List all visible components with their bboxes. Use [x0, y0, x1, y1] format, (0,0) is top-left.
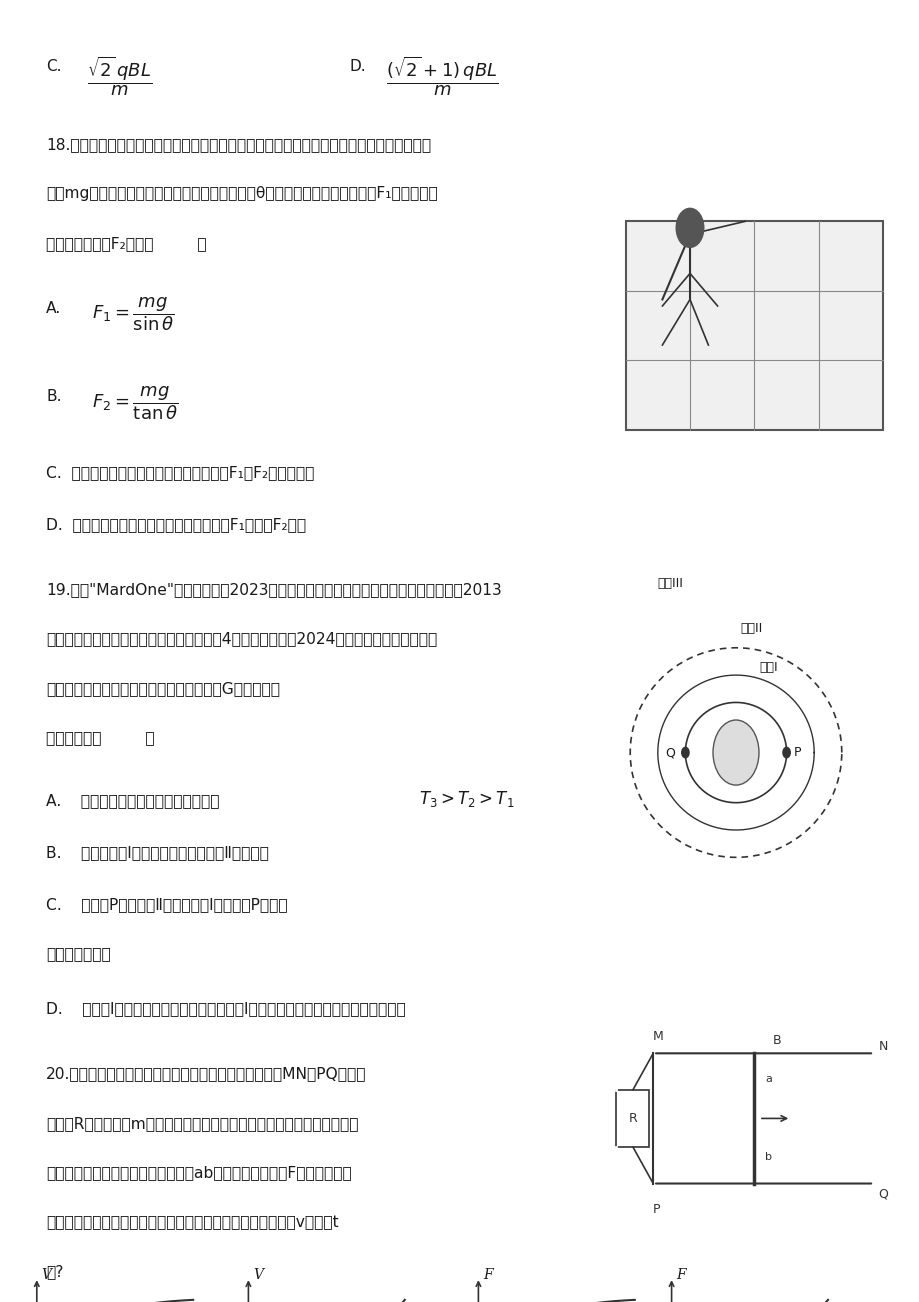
- Text: 及?: 及?: [46, 1264, 63, 1280]
- Text: N: N: [878, 1040, 887, 1053]
- Text: D.: D.: [349, 59, 366, 74]
- Text: 该空间有竖直向上的匀强磁场。现给ab施加一恒定的外力F，它从静止开: 该空间有竖直向上的匀强磁场。现给ab施加一恒定的外力F，它从静止开: [46, 1165, 351, 1181]
- Text: C.  若工人缓慢下降，增加悬绳的长度，但F₁和F₂的合力不变: C. 若工人缓慢下降，增加悬绳的长度，但F₁和F₂的合力不变: [46, 465, 314, 480]
- Text: Q: Q: [664, 746, 675, 759]
- Text: P: P: [652, 1203, 660, 1216]
- Text: 人的弹力大小为F₂，则（         ）: 人的弹力大小为F₂，则（ ）: [46, 236, 207, 251]
- Text: $F_2 = \dfrac{mg}{\tan\theta}$: $F_2 = \dfrac{mg}{\tan\theta}$: [92, 384, 178, 422]
- Text: B: B: [772, 1034, 780, 1047]
- Circle shape: [675, 208, 703, 247]
- Text: b: b: [765, 1152, 772, 1163]
- Circle shape: [782, 747, 789, 758]
- Text: P: P: [793, 746, 800, 759]
- Bar: [625, 221, 882, 430]
- Text: 度相反方向喷气: 度相反方向喷气: [46, 947, 110, 962]
- Text: R: R: [628, 1112, 637, 1125]
- Text: B.: B.: [46, 389, 62, 405]
- Text: 量为mg，且视为质点。绳索与竖直墙壁的夹角为θ，悬绳对工人的拉力大小为F₁，墙壁对工: 量为mg，且视为质点。绳索与竖直墙壁的夹角为θ，悬绳对工人的拉力大小为F₁，墙壁…: [46, 186, 437, 202]
- Text: a: a: [765, 1074, 771, 1085]
- Text: $\dfrac{(\sqrt{2}+1)\,qBL}{m}$: $\dfrac{(\sqrt{2}+1)\,qBL}{m}$: [386, 55, 499, 99]
- Text: V: V: [41, 1268, 51, 1282]
- Text: $T_3 > T_2 > T_1$: $T_3 > T_2 > T_1$: [418, 789, 514, 809]
- Text: B.    飞船在轨道Ⅰ上的机械能大于在轨道Ⅱ的机械能: B. 飞船在轨道Ⅰ上的机械能大于在轨道Ⅱ的机械能: [46, 845, 268, 861]
- Circle shape: [681, 747, 688, 758]
- Text: A.    飞船在轨道上运动时，运行的周期: A. 飞船在轨道上运动时，运行的周期: [46, 793, 220, 809]
- Text: 轨道III: 轨道III: [657, 577, 683, 590]
- Text: 法正确的是（         ）: 法正确的是（ ）: [46, 730, 154, 746]
- Text: 轨道II: 轨道II: [740, 622, 762, 635]
- Text: M: M: [652, 1030, 664, 1043]
- Text: 始沿导轨向右运动不计摩擦及导轨电阻，下列关于导体的速度v随时间t: 始沿导轨向右运动不计摩擦及导轨电阻，下列关于导体的速度v随时间t: [46, 1215, 338, 1230]
- Text: 19.荷兰"MardOne"研究所推出了2023年让志愿者登陆火星、建立人类聚居地的计划，2013: 19.荷兰"MardOne"研究所推出了2023年让志愿者登陆火星、建立人类聚居…: [46, 582, 501, 598]
- Text: 轨道I: 轨道I: [758, 661, 777, 674]
- Text: A.: A.: [46, 301, 62, 316]
- Text: 年该机构将通过电视真人秀的方式招募首批4名志愿者，并于2024年前往火星，登陆火星需: 年该机构将通过电视真人秀的方式招募首批4名志愿者，并于2024年前往火星，登陆火…: [46, 631, 437, 647]
- Text: C.: C.: [46, 59, 62, 74]
- Text: F: F: [675, 1268, 685, 1282]
- Text: 18.如图所示，清洗楼房光滑玻璃的工人常用一根绳索将自己悬在空中，工人及其装备的总重: 18.如图所示，清洗楼房光滑玻璃的工人常用一根绳索将自己悬在空中，工人及其装备的…: [46, 137, 431, 152]
- Text: D.    若轨道Ⅰ贴近火星表面，已知飞船在轨道Ⅰ上运动的角速度，可以推知火星的密度: D. 若轨道Ⅰ贴近火星表面，已知飞船在轨道Ⅰ上运动的角速度，可以推知火星的密度: [46, 1001, 405, 1017]
- Bar: [616, 1090, 648, 1147]
- Circle shape: [712, 720, 758, 785]
- Text: V: V: [253, 1268, 263, 1282]
- Text: D.  若工人缓慢下降，增加悬绳的长度，则F₁减小，F₂增大: D. 若工人缓慢下降，增加悬绳的长度，则F₁减小，F₂增大: [46, 517, 306, 533]
- Text: F: F: [482, 1268, 492, 1282]
- Text: Q: Q: [878, 1187, 888, 1200]
- Text: $\dfrac{\sqrt{2}\,qBL}{m}$: $\dfrac{\sqrt{2}\,qBL}{m}$: [87, 55, 153, 99]
- Text: C.    飞船在P点从轨道Ⅱ变轨到轨道Ⅰ，需要在P点朝速: C. 飞船在P点从轨道Ⅱ变轨到轨道Ⅰ，需要在P点朝速: [46, 897, 288, 913]
- Text: 20.如图所示，固定于光滑水平面上的两根平行金属导轨MN、PQ左端接: 20.如图所示，固定于光滑水平面上的两根平行金属导轨MN、PQ左端接: [46, 1066, 366, 1082]
- Text: 有电阻R，一质量为m、电阻不计的导体棒跨接在导轨上，形成闭合回路，: 有电阻R，一质量为m、电阻不计的导体棒跨接在导轨上，形成闭合回路，: [46, 1116, 358, 1131]
- Text: $F_1 = \dfrac{mg}{\sin\theta}$: $F_1 = \dfrac{mg}{\sin\theta}$: [92, 296, 175, 333]
- Text: 经历如图所示的变轨过程，已知引力常数为G，则下列说: 经历如图所示的变轨过程，已知引力常数为G，则下列说: [46, 681, 279, 697]
